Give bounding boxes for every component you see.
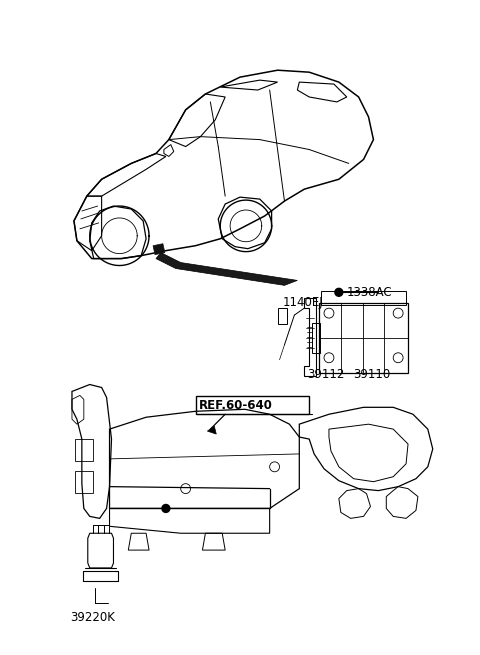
Polygon shape bbox=[156, 253, 297, 286]
Text: 39220K: 39220K bbox=[70, 611, 115, 624]
Bar bbox=[321, 291, 406, 305]
Circle shape bbox=[162, 504, 170, 512]
Bar bbox=[312, 323, 320, 353]
Text: 39112: 39112 bbox=[307, 368, 345, 381]
Text: 1338AC: 1338AC bbox=[347, 286, 392, 299]
Bar bbox=[75, 439, 93, 461]
Text: 1140EJ: 1140EJ bbox=[283, 295, 323, 309]
Text: 39110: 39110 bbox=[354, 368, 391, 381]
Bar bbox=[75, 471, 93, 493]
Circle shape bbox=[335, 288, 343, 296]
Polygon shape bbox=[207, 426, 216, 434]
Polygon shape bbox=[153, 244, 165, 255]
Text: REF.60-640: REF.60-640 bbox=[199, 399, 272, 412]
Bar bbox=[277, 308, 288, 324]
Bar bbox=[319, 303, 408, 373]
Bar bbox=[195, 396, 309, 414]
